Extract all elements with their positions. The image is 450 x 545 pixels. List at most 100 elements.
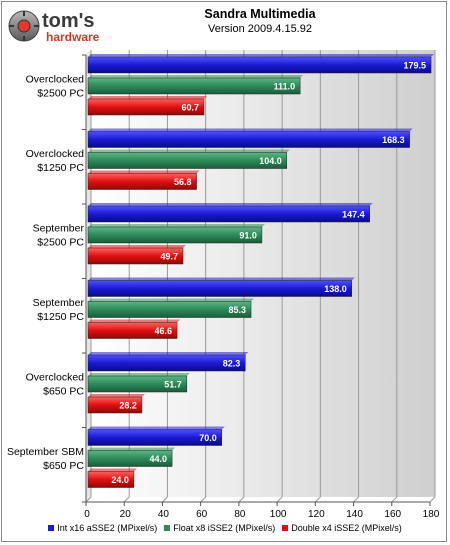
- gridline-depth: [162, 496, 168, 503]
- category-label: September: [33, 297, 85, 309]
- x-tick-label: 20: [120, 509, 132, 520]
- x-tick-label: 80: [234, 509, 246, 520]
- bar: [87, 280, 352, 297]
- bar: [87, 375, 188, 393]
- bar-depth: [88, 75, 304, 78]
- bar: [87, 98, 205, 116]
- bar-value-label: 85.3: [228, 305, 246, 315]
- bar: [87, 322, 178, 339]
- category-label: $650 PC: [43, 385, 84, 397]
- bar-depth: [88, 352, 249, 355]
- bar-depth: [88, 203, 373, 206]
- bar-value-label: 46.6: [155, 326, 173, 336]
- bar-depth: [88, 373, 190, 376]
- bar-depth: [88, 394, 145, 397]
- legend-label: Float x8 iSSE2 (MPixel/s): [173, 523, 276, 533]
- bar-value-label: 49.7: [160, 252, 178, 262]
- category-label: Overclocked: [26, 148, 85, 160]
- x-tick-label: 0: [84, 509, 90, 520]
- bar-value-label: 51.7: [164, 380, 182, 390]
- bar: [87, 152, 288, 169]
- bar-value-label: 138.0: [324, 284, 347, 294]
- bar-value-label: 28.2: [119, 401, 137, 411]
- logo-text-bottom: hardware: [46, 30, 100, 44]
- gridline-depth: [429, 496, 436, 503]
- x-tick-label: 160: [384, 509, 401, 520]
- bar-depth: [88, 426, 225, 430]
- bar-value-label: 70.0: [199, 433, 217, 443]
- gridline-depth: [314, 496, 321, 503]
- bar-value-label: 104.0: [259, 156, 282, 166]
- bar: [87, 247, 184, 265]
- bar-value-label: 56.8: [174, 177, 192, 187]
- legend-item: Double x4 iSSE2 (MPixel/s): [282, 521, 402, 535]
- bar: [87, 131, 410, 148]
- category-label: Overclocked: [26, 371, 85, 383]
- bar: [87, 173, 197, 190]
- gridline-depth: [353, 496, 359, 503]
- bar: [87, 205, 370, 223]
- bar-depth: [88, 149, 290, 153]
- bar: [87, 450, 173, 467]
- category-label: $2500 PC: [37, 236, 84, 248]
- category-label: Overclocked: [26, 73, 85, 85]
- category-label: September: [33, 222, 85, 234]
- bar-value-label: 111.0: [274, 82, 296, 92]
- bar-depth: [88, 128, 413, 132]
- bar-depth: [88, 245, 186, 248]
- bar-depth: [88, 54, 435, 57]
- bar-value-label: 168.3: [382, 135, 405, 145]
- bar-depth: [88, 277, 355, 281]
- bar-value-label: 60.7: [181, 103, 199, 113]
- x-tick-label: 180: [423, 509, 440, 520]
- legend-swatch: [48, 525, 55, 531]
- gridline-depth: [238, 496, 245, 503]
- bar: [87, 77, 301, 95]
- legend-item: Int x16 aSSE2 (MPixel/s): [48, 521, 157, 535]
- gridline-depth: [276, 496, 283, 503]
- toms-hardware-logo: tom's hardware: [8, 10, 100, 44]
- x-tick-label: 100: [270, 509, 287, 520]
- bar-depth: [88, 447, 176, 451]
- chart-header: Sandra Multimedia Version 2009.4.15.92: [150, 6, 370, 36]
- bar: [87, 396, 143, 414]
- bar-depth: [88, 96, 208, 99]
- bar: [87, 301, 252, 318]
- bar-value-label: 24.0: [111, 475, 129, 485]
- category-label: $2500 PC: [37, 87, 84, 99]
- chart-title: Sandra Multimedia: [204, 7, 316, 21]
- x-tick-label: 140: [346, 509, 363, 520]
- bar-value-label: 44.0: [150, 454, 168, 464]
- legend-swatch: [282, 525, 289, 531]
- bar-value-label: 82.3: [223, 359, 241, 369]
- category-label: September SBM: [7, 446, 84, 458]
- chart-subtitle: Version 2009.4.15.92: [208, 23, 312, 35]
- bar-depth: [88, 319, 181, 323]
- bar-depth: [88, 224, 265, 227]
- category-label: $1250 PC: [37, 162, 84, 174]
- bar: [87, 226, 263, 244]
- gridline-depth: [123, 496, 130, 503]
- legend-swatch: [164, 525, 171, 531]
- gridline-depth: [200, 496, 207, 503]
- bar: [87, 429, 223, 446]
- x-tick-label: 120: [308, 509, 325, 520]
- bar: [87, 471, 135, 488]
- bar-depth: [88, 170, 200, 174]
- category-label: $650 PC: [43, 460, 84, 472]
- legend-item: Float x8 iSSE2 (MPixel/s): [164, 521, 275, 535]
- bar-value-label: 91.0: [239, 231, 257, 241]
- plot-area: [91, 50, 435, 497]
- x-tick-label: 60: [196, 509, 208, 520]
- bar: [87, 354, 246, 372]
- x-tick-label: 40: [158, 509, 170, 520]
- legend-label: Double x4 iSSE2 (MPixel/s): [291, 523, 402, 533]
- bar-depth: [88, 468, 137, 472]
- bar: [87, 56, 432, 74]
- chart-legend: Int x16 aSSE2 (MPixel/s) Float x8 iSSE2 (…: [0, 521, 450, 535]
- gridline-depth: [391, 496, 398, 503]
- bar-value-label: 147.4: [342, 210, 365, 220]
- gridline-depth: [85, 496, 92, 503]
- logo-text-top: tom's: [42, 10, 95, 32]
